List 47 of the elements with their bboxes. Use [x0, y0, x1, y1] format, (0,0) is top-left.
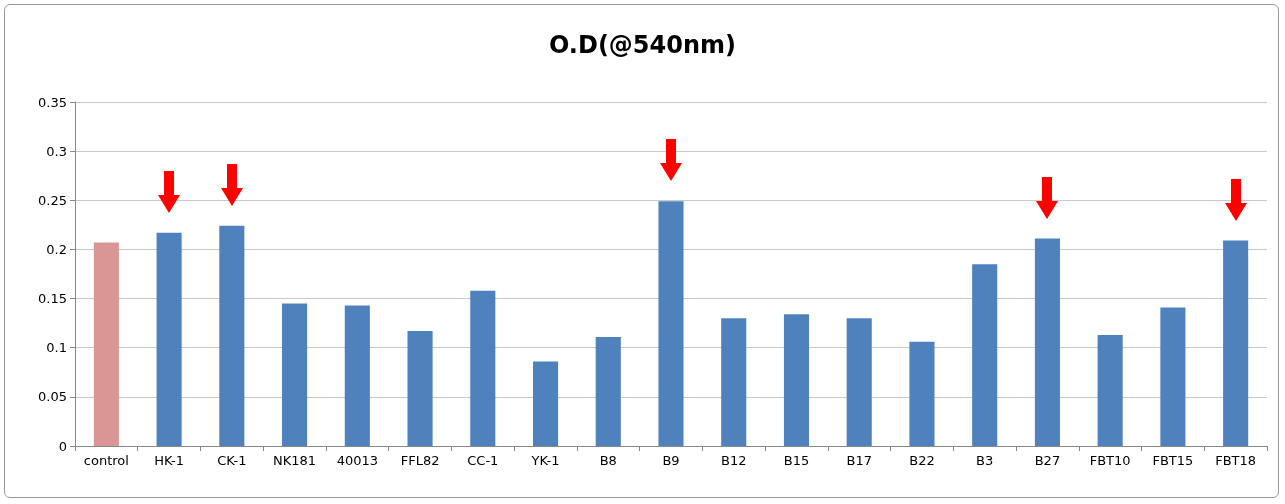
x-tick-label: B22 — [909, 453, 935, 468]
bar — [972, 264, 998, 446]
x-tick-label: FFL82 — [400, 453, 440, 468]
y-tick-label: 0.2 — [46, 241, 67, 257]
chart-title: O.D(@540nm) — [548, 31, 737, 59]
bar — [909, 341, 935, 446]
y-tick-label: 0.15 — [38, 291, 67, 307]
x-tick-label: B12 — [721, 453, 747, 468]
x-tick-label: B3 — [976, 453, 994, 468]
bar — [282, 303, 308, 446]
x-tick-label: control — [83, 453, 129, 468]
x-tick-label: B15 — [783, 453, 810, 468]
bar — [846, 318, 872, 446]
y-tick-label: 0.1 — [46, 340, 67, 356]
y-tick-label: 0.05 — [38, 389, 67, 405]
bar — [595, 336, 621, 446]
y-tick-label: 0.3 — [46, 143, 67, 159]
bar — [658, 201, 684, 446]
bar — [219, 225, 245, 446]
bar — [721, 318, 747, 446]
x-tick-label: FBT10 — [1089, 453, 1131, 468]
y-tick-label: 0.35 — [38, 94, 67, 110]
bar — [1160, 307, 1186, 446]
x-tick-label: CC-1 — [467, 453, 499, 468]
x-tick-label: B17 — [846, 453, 872, 468]
bar — [783, 314, 810, 446]
x-tick-label: CK-1 — [217, 453, 247, 468]
bar — [93, 242, 119, 446]
x-tick-label: YK-1 — [530, 453, 560, 468]
bar — [156, 232, 182, 446]
bar — [407, 331, 433, 446]
bar — [470, 290, 496, 446]
x-tick-label: FBT15 — [1152, 453, 1194, 468]
x-tick-label: 40013 — [336, 453, 378, 468]
bar — [1034, 238, 1060, 446]
x-tick-label: FBT18 — [1215, 453, 1257, 468]
bar — [1223, 240, 1249, 446]
x-tick-label: B27 — [1034, 453, 1061, 468]
x-tick-label: NK181 — [273, 453, 317, 468]
bar — [532, 361, 559, 446]
bar — [1097, 334, 1123, 446]
x-tick-label: B9 — [662, 453, 680, 468]
x-tick-label: B8 — [599, 453, 617, 468]
x-tick-label: HK-1 — [154, 453, 185, 468]
y-tick-label: 0.25 — [38, 192, 67, 208]
y-tick-label: 0 — [58, 438, 67, 454]
bar — [344, 305, 370, 446]
